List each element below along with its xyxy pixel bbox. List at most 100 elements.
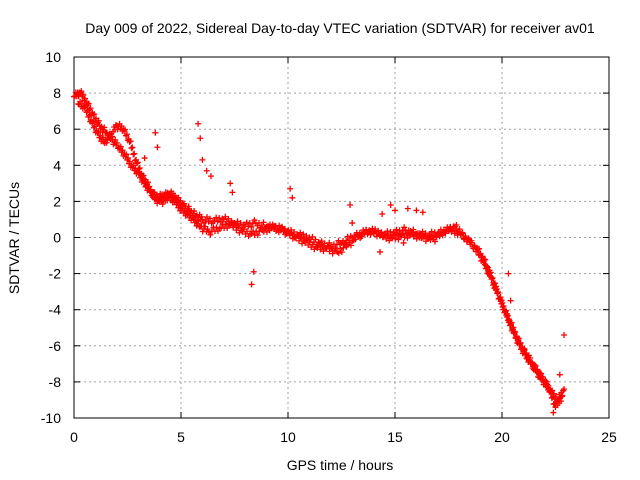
secondary-trend-point bbox=[525, 352, 532, 359]
secondary-trend-point bbox=[433, 234, 440, 241]
main-trend-point bbox=[175, 194, 182, 201]
x-tick-labels: 0 5 10 15 20 25 bbox=[70, 429, 617, 445]
main-trend-point bbox=[98, 123, 105, 130]
secondary-trend-point bbox=[381, 231, 388, 238]
secondary-trend-point bbox=[369, 225, 376, 232]
secondary-trend-point bbox=[174, 199, 181, 206]
main-trend-point bbox=[318, 238, 325, 245]
outliers-point bbox=[392, 207, 398, 214]
outliers-point bbox=[287, 185, 294, 192]
main-trend-point bbox=[198, 213, 205, 220]
secondary-trend-point bbox=[254, 232, 261, 239]
secondary-trend-point bbox=[86, 112, 93, 119]
main-trend-point bbox=[191, 208, 198, 215]
y-tick-label: 8 bbox=[53, 85, 61, 101]
secondary-trend-point bbox=[263, 228, 270, 235]
outliers-point bbox=[154, 144, 161, 151]
y-tick-label: -2 bbox=[49, 266, 62, 282]
chart-title: Day 009 of 2022, Sidereal Day-to-day VTE… bbox=[85, 20, 595, 36]
secondary-trend-point bbox=[352, 236, 359, 243]
secondary-trend-point bbox=[436, 233, 443, 240]
y-tick-label: 0 bbox=[53, 230, 61, 246]
main-trend-point bbox=[130, 162, 137, 169]
secondary-trend-point bbox=[538, 373, 545, 380]
secondary-trend-point bbox=[416, 230, 423, 237]
x-tick-label: 5 bbox=[177, 429, 185, 445]
outliers-point bbox=[505, 270, 512, 277]
main-trend-point bbox=[87, 105, 94, 112]
outliers-point bbox=[379, 211, 386, 218]
secondary-trend-point bbox=[512, 329, 519, 336]
secondary-trend-point bbox=[136, 165, 143, 172]
secondary-trend-point bbox=[542, 377, 549, 384]
main-trend-point bbox=[561, 386, 568, 393]
outliers-point bbox=[289, 194, 296, 201]
secondary-trend-point bbox=[337, 245, 344, 252]
secondary-trend-point bbox=[549, 394, 556, 401]
main-trend-point bbox=[125, 154, 132, 161]
secondary-trend-point bbox=[475, 252, 482, 259]
secondary-trend-point bbox=[486, 267, 493, 274]
y-tick-label: 6 bbox=[53, 121, 61, 137]
secondary-trend-point bbox=[130, 151, 137, 158]
data-points bbox=[71, 88, 568, 416]
main-trend-point bbox=[126, 158, 133, 165]
main-trend-point bbox=[203, 213, 210, 220]
secondary-trend-point bbox=[497, 294, 504, 301]
main-trend-point bbox=[410, 226, 417, 233]
secondary-trend-point bbox=[129, 144, 136, 151]
main-trend-point bbox=[291, 228, 298, 235]
secondary-trend-point bbox=[285, 227, 292, 234]
secondary-trend-point bbox=[240, 226, 247, 233]
secondary-trend-point bbox=[159, 201, 166, 208]
outliers-point bbox=[227, 180, 234, 187]
secondary-trend-point bbox=[544, 381, 551, 388]
secondary-trend-point bbox=[435, 229, 442, 236]
main-trend-point bbox=[95, 117, 102, 124]
secondary-trend-point bbox=[176, 202, 183, 209]
outliers-point bbox=[400, 239, 407, 246]
secondary-trend-point bbox=[439, 232, 446, 239]
outliers-point bbox=[507, 297, 514, 304]
secondary-trend-point bbox=[89, 118, 96, 125]
secondary-trend-point bbox=[224, 225, 231, 232]
secondary-trend-point bbox=[465, 235, 472, 242]
secondary-trend-point bbox=[521, 345, 528, 352]
y-tick-label: -6 bbox=[49, 338, 62, 354]
secondary-trend-point bbox=[404, 234, 411, 241]
main-trend-point bbox=[237, 220, 244, 227]
outliers-point bbox=[556, 371, 563, 378]
secondary-trend-point bbox=[346, 239, 353, 246]
outliers-point bbox=[195, 120, 202, 127]
outliers-point bbox=[248, 281, 255, 288]
secondary-trend-point bbox=[128, 145, 135, 152]
secondary-trend-point bbox=[134, 159, 141, 166]
secondary-trend-point bbox=[395, 236, 402, 243]
secondary-trend-point bbox=[476, 251, 483, 258]
secondary-trend-point bbox=[517, 339, 524, 346]
secondary-trend-point bbox=[244, 228, 251, 235]
secondary-trend-point bbox=[536, 369, 543, 376]
y-tick-label: -8 bbox=[49, 374, 62, 390]
outliers-point bbox=[349, 220, 356, 227]
outliers-point bbox=[229, 189, 236, 196]
outliers-point bbox=[199, 156, 206, 163]
secondary-trend-point bbox=[303, 237, 310, 244]
secondary-trend-point bbox=[294, 232, 301, 239]
secondary-trend-point bbox=[488, 274, 495, 281]
secondary-trend-point bbox=[515, 335, 522, 342]
secondary-trend-point bbox=[234, 224, 241, 231]
secondary-trend-point bbox=[558, 398, 565, 405]
secondary-trend-point bbox=[504, 312, 511, 319]
y-tick-label: -10 bbox=[41, 410, 61, 426]
secondary-trend-point bbox=[318, 243, 325, 250]
main-trend-point bbox=[222, 213, 229, 220]
secondary-trend-point bbox=[131, 150, 138, 157]
secondary-trend-point bbox=[276, 222, 283, 229]
secondary-trend-point bbox=[297, 235, 304, 242]
main-trend-point bbox=[112, 136, 119, 143]
secondary-trend-point bbox=[502, 307, 509, 314]
main-trend-point bbox=[225, 215, 232, 222]
secondary-trend-point bbox=[493, 285, 500, 292]
main-trend-point bbox=[431, 229, 438, 236]
